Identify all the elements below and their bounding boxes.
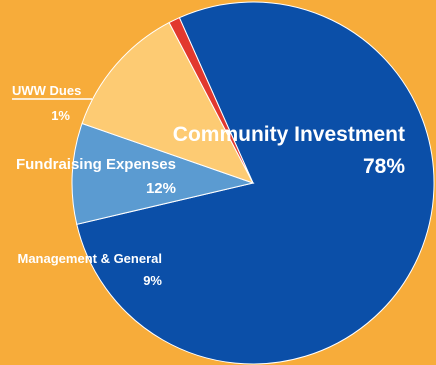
pie-slice-community-investment [76,1,435,365]
slice-value-community-investment: 78% [363,155,405,178]
pie-slice-uww-dues [168,16,254,184]
slice-value-fundraising-expenses: 12% [146,180,176,197]
slice-label-management-general: Management & General [18,251,163,266]
slice-label-community-investment: Community Investment [173,123,405,146]
slice-label-fundraising-expenses: Fundraising Expenses [16,156,176,173]
slice-value-uww-dues: 1% [51,108,70,123]
slice-value-management-general: 9% [143,273,162,288]
pie-slice-management-and-general [71,122,255,225]
pie-slices [71,1,435,365]
slice-label-uww-dues: UWW Dues [12,83,81,98]
pie-slice-fundraising-expenses [81,21,255,184]
